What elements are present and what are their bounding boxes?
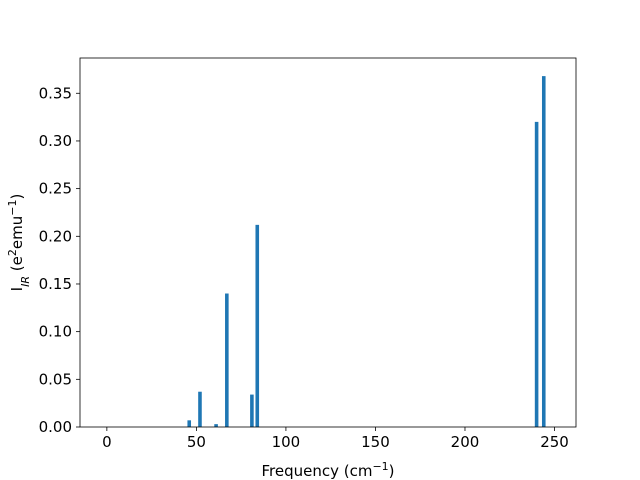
y-axis-label-sup1: 2 bbox=[6, 249, 19, 256]
bar-46 bbox=[187, 420, 192, 427]
bar-81 bbox=[250, 394, 254, 427]
y-axis-label-sup2: −1 bbox=[6, 200, 19, 216]
x-axis-label-main: Frequency (cm bbox=[261, 462, 372, 480]
x-tick-label-250: 250 bbox=[540, 433, 569, 451]
x-axis-ticks: 0 50 100 150 200 250 bbox=[102, 427, 569, 451]
y-axis-label-mid2: emu bbox=[8, 216, 26, 249]
y-axis-label-sub: IR bbox=[19, 276, 32, 287]
x-tick-label-200: 200 bbox=[451, 433, 480, 451]
y-tick-label-0.20: 0.20 bbox=[39, 227, 72, 245]
y-tick-label-0.10: 0.10 bbox=[39, 323, 72, 341]
y-tick-label-0.05: 0.05 bbox=[39, 370, 72, 388]
y-axis-label: IIR (e2emu−1) bbox=[6, 194, 32, 292]
y-axis-label-main: I bbox=[8, 287, 26, 291]
y-tick-label-0.25: 0.25 bbox=[39, 180, 72, 198]
bar-84 bbox=[255, 224, 260, 427]
y-axis-label-mid1: (e bbox=[8, 256, 26, 276]
x-axis-label-tail: ) bbox=[389, 462, 395, 480]
y-tick-label-0.35: 0.35 bbox=[39, 84, 72, 102]
bars-group bbox=[187, 76, 546, 428]
y-axis-ticks: 0.00 0.05 0.10 0.15 0.20 0.25 0.30 0.35 bbox=[39, 84, 80, 436]
bar-61 bbox=[214, 424, 218, 427]
x-tick-label-0: 0 bbox=[102, 433, 112, 451]
bar-52 bbox=[198, 391, 202, 427]
y-tick-label-0.15: 0.15 bbox=[39, 275, 72, 293]
bar-244 bbox=[541, 76, 546, 428]
y-tick-label-0.30: 0.30 bbox=[39, 132, 72, 150]
bar-67 bbox=[225, 293, 229, 427]
x-tick-label-50: 50 bbox=[187, 433, 206, 451]
plot-frame bbox=[79, 57, 577, 428]
x-axis-label-sup: −1 bbox=[372, 460, 388, 473]
x-tick-label-100: 100 bbox=[272, 433, 301, 451]
y-tick-label-0.00: 0.00 bbox=[39, 418, 72, 436]
x-axis-label: Frequency (cm−1) bbox=[261, 460, 394, 480]
bar-240 bbox=[534, 121, 539, 427]
x-tick-label-150: 150 bbox=[361, 433, 390, 451]
y-axis-label-tail: ) bbox=[8, 194, 26, 200]
